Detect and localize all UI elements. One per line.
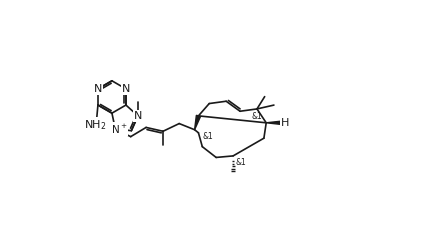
Text: N$^+$: N$^+$ — [111, 122, 128, 136]
Text: N: N — [94, 84, 102, 94]
Text: &1: &1 — [236, 158, 246, 167]
Text: NH$_2$: NH$_2$ — [83, 118, 106, 132]
Polygon shape — [194, 115, 201, 130]
Text: H: H — [281, 118, 290, 128]
Polygon shape — [266, 121, 281, 124]
Text: &1: &1 — [252, 112, 262, 121]
Text: N: N — [122, 84, 130, 94]
Text: N: N — [134, 111, 142, 121]
Text: &1: &1 — [202, 132, 213, 141]
